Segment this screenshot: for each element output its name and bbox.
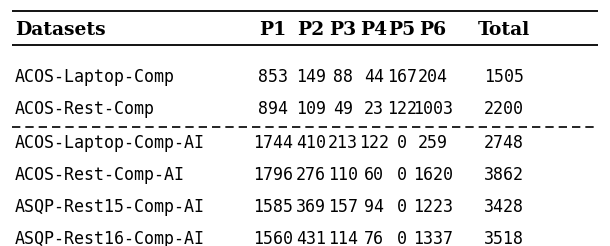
Text: Datasets: Datasets [15, 21, 106, 39]
Text: 1560: 1560 [253, 230, 293, 246]
Text: 1505: 1505 [484, 68, 524, 86]
Text: 110: 110 [328, 166, 358, 184]
Text: 276: 276 [296, 166, 326, 184]
Text: 157: 157 [328, 198, 358, 216]
Text: 369: 369 [296, 198, 326, 216]
Text: 88: 88 [333, 68, 353, 86]
Text: 2200: 2200 [484, 100, 524, 118]
Text: P5: P5 [388, 21, 415, 39]
Text: 114: 114 [328, 230, 358, 246]
Text: 1337: 1337 [412, 230, 453, 246]
Text: ACOS-Laptop-Comp: ACOS-Laptop-Comp [15, 68, 175, 86]
Text: 1620: 1620 [412, 166, 453, 184]
Text: 0: 0 [396, 230, 407, 246]
Text: ACOS-Laptop-Comp-AI: ACOS-Laptop-Comp-AI [15, 134, 205, 152]
Text: P3: P3 [329, 21, 357, 39]
Text: P2: P2 [297, 21, 325, 39]
Text: 1744: 1744 [253, 134, 293, 152]
Text: 1223: 1223 [412, 198, 453, 216]
Text: P1: P1 [259, 21, 287, 39]
Text: 431: 431 [296, 230, 326, 246]
Text: ACOS-Rest-Comp: ACOS-Rest-Comp [15, 100, 155, 118]
Text: 0: 0 [396, 134, 407, 152]
Text: 2748: 2748 [484, 134, 524, 152]
Text: 213: 213 [328, 134, 358, 152]
Text: 122: 122 [359, 134, 389, 152]
Text: ASQP-Rest16-Comp-AI: ASQP-Rest16-Comp-AI [15, 230, 205, 246]
Text: 894: 894 [258, 100, 288, 118]
Text: 1796: 1796 [253, 166, 293, 184]
Text: ASQP-Rest15-Comp-AI: ASQP-Rest15-Comp-AI [15, 198, 205, 216]
Text: 853: 853 [258, 68, 288, 86]
Text: 3862: 3862 [484, 166, 524, 184]
Text: 0: 0 [396, 166, 407, 184]
Text: 259: 259 [418, 134, 448, 152]
Text: 94: 94 [364, 198, 384, 216]
Text: 109: 109 [296, 100, 326, 118]
Text: 23: 23 [364, 100, 384, 118]
Text: 122: 122 [387, 100, 417, 118]
Text: 204: 204 [418, 68, 448, 86]
Text: Total: Total [478, 21, 530, 39]
Text: 1585: 1585 [253, 198, 293, 216]
Text: 49: 49 [333, 100, 353, 118]
Text: 60: 60 [364, 166, 384, 184]
Text: ACOS-Rest-Comp-AI: ACOS-Rest-Comp-AI [15, 166, 185, 184]
Text: 76: 76 [364, 230, 384, 246]
Text: P4: P4 [361, 21, 388, 39]
Text: 0: 0 [396, 198, 407, 216]
Text: 3428: 3428 [484, 198, 524, 216]
Text: P6: P6 [419, 21, 447, 39]
Text: 3518: 3518 [484, 230, 524, 246]
Text: 410: 410 [296, 134, 326, 152]
Text: 149: 149 [296, 68, 326, 86]
Text: 167: 167 [387, 68, 417, 86]
Text: 1003: 1003 [412, 100, 453, 118]
Text: 44: 44 [364, 68, 384, 86]
